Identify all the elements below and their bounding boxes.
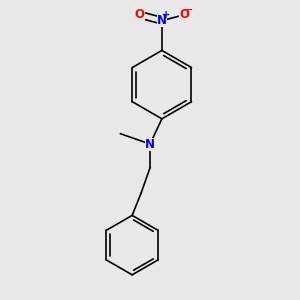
Text: +: + [162,11,170,20]
Text: N: N [157,14,167,27]
Text: N: N [145,138,155,151]
Text: O: O [135,8,145,21]
Text: O: O [179,8,189,21]
Text: −: − [184,5,193,15]
